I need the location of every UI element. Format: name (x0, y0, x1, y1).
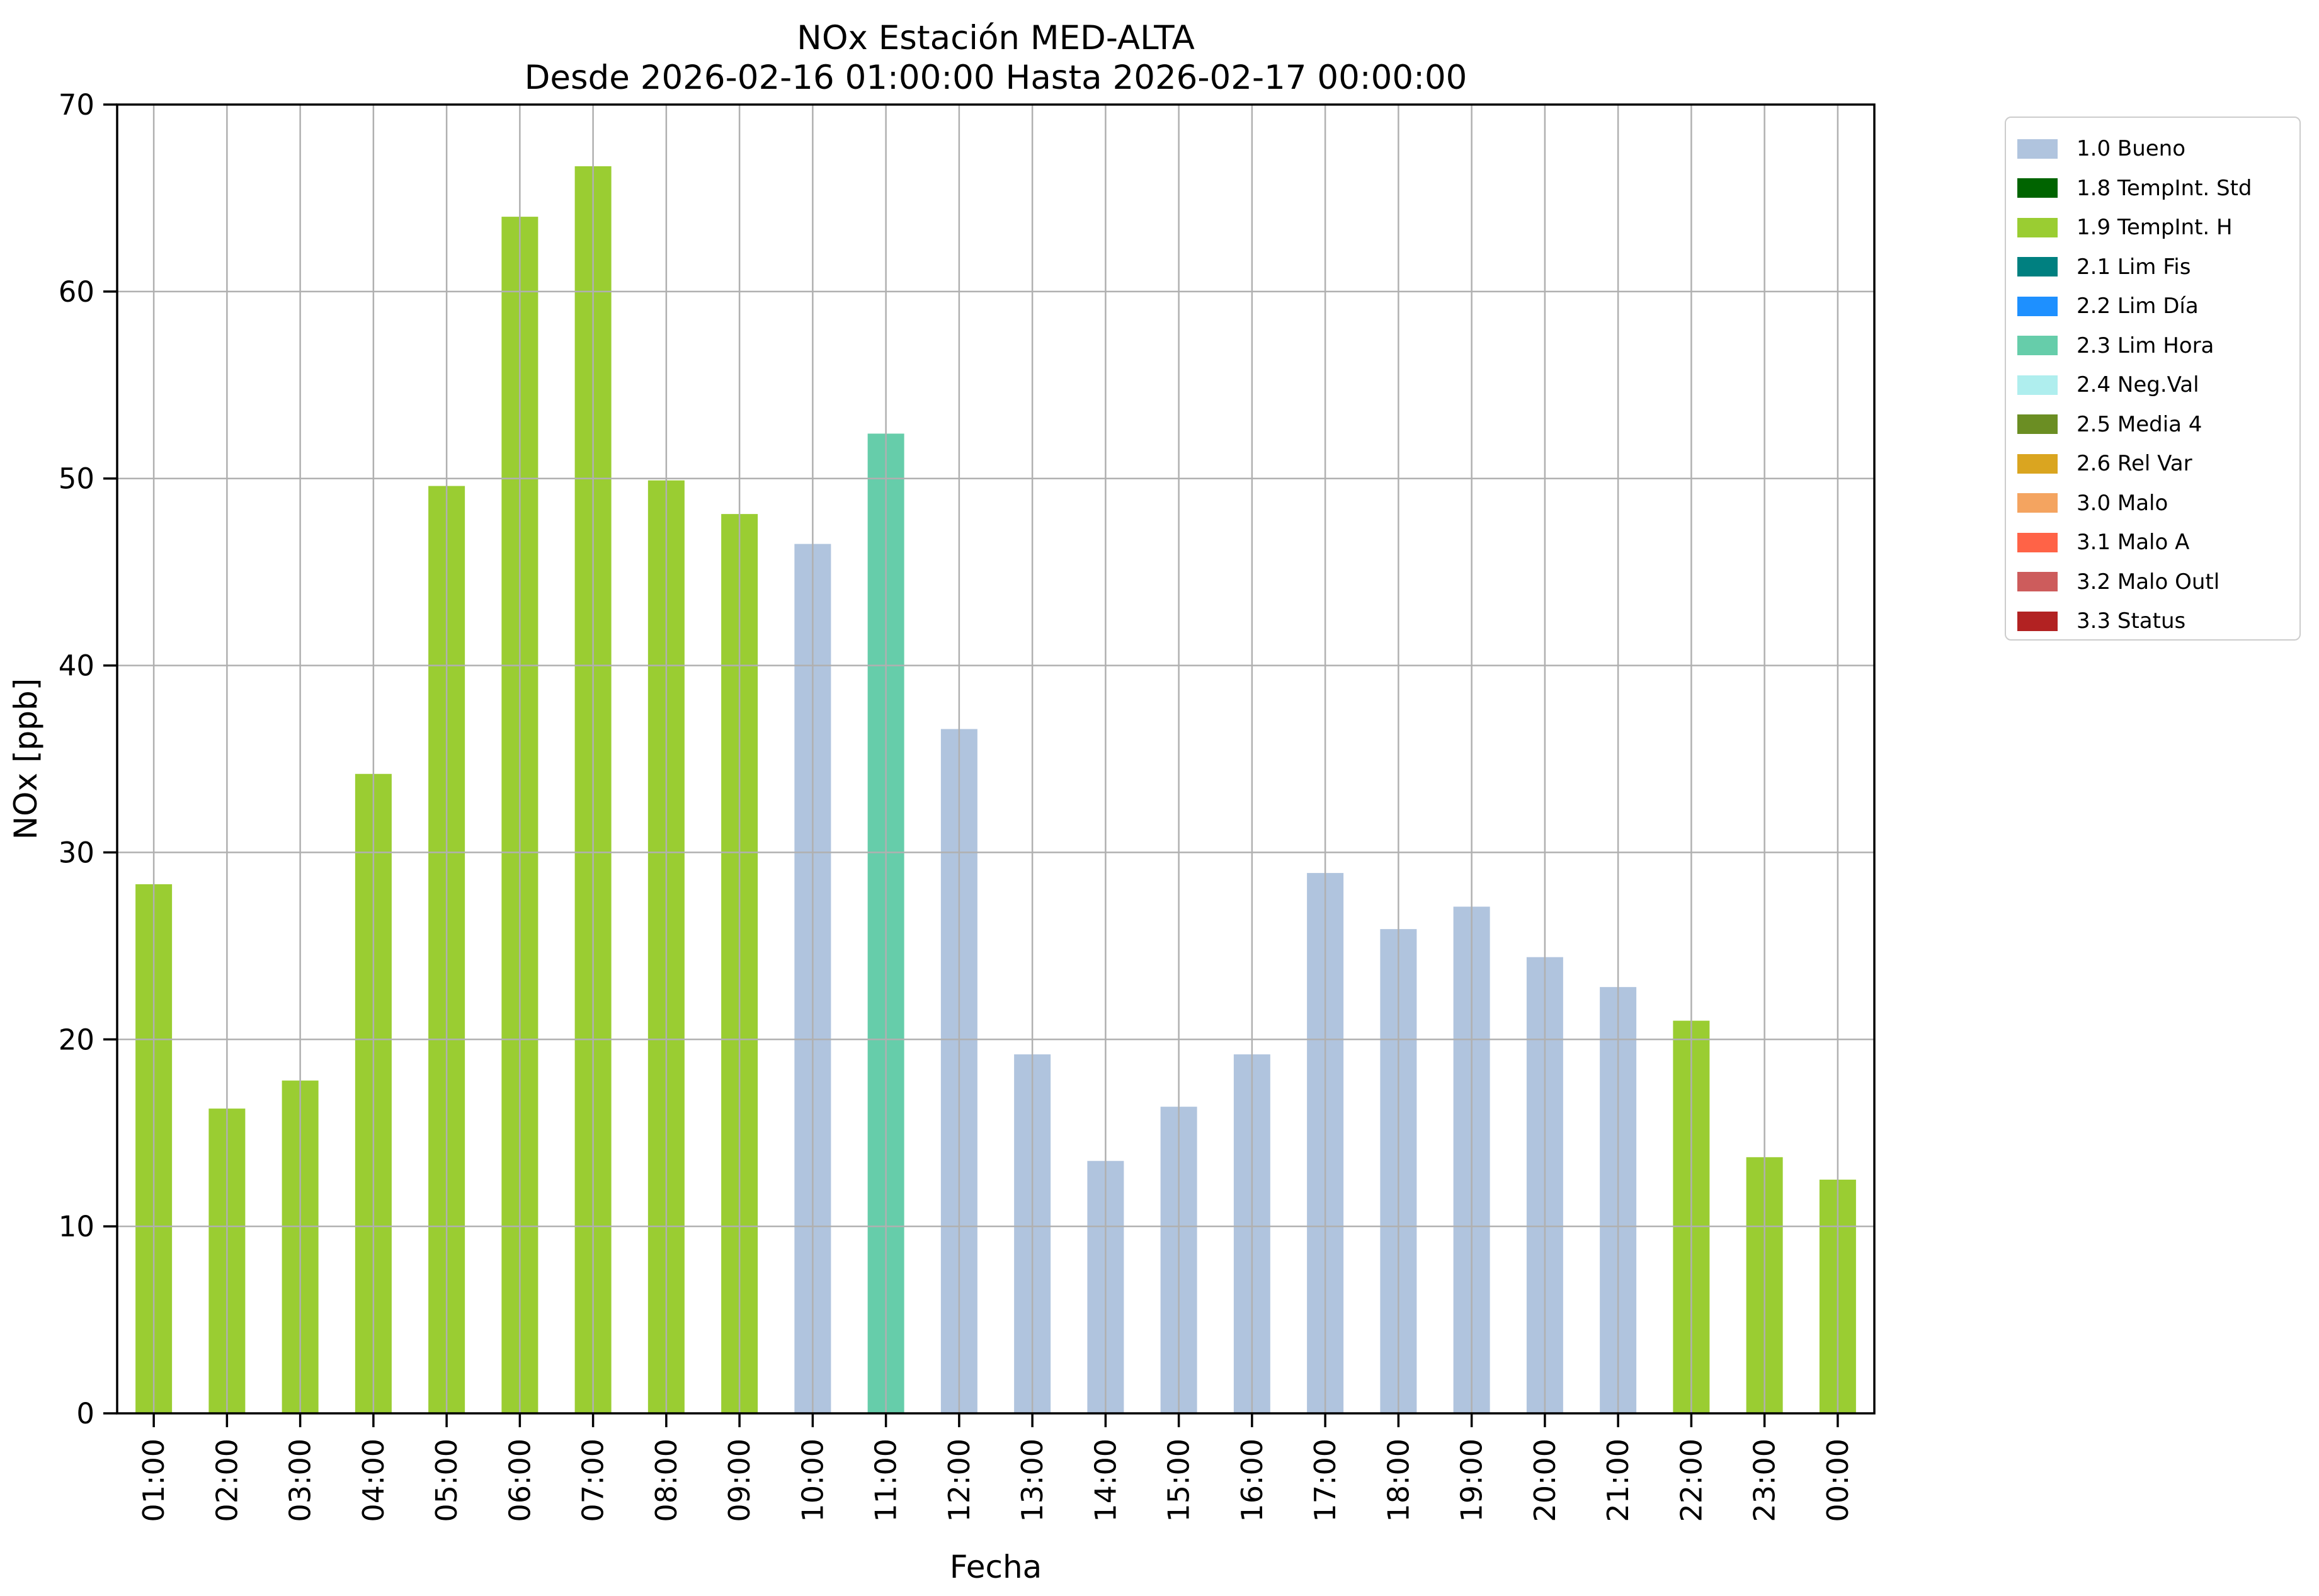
x-tick-label: 06:00 (503, 1439, 537, 1522)
x-tick-label: 08:00 (649, 1439, 683, 1522)
legend-label: 2.3 Lim Hora (2077, 333, 2214, 358)
x-tick-label: 17:00 (1308, 1439, 1342, 1522)
legend-item: 3.2 Malo Outl (2006, 562, 2299, 602)
legend-swatch (2017, 336, 2058, 356)
legend-item: 2.6 Rel Var (2006, 444, 2299, 484)
legend-swatch (2017, 532, 2058, 552)
legend-swatch (2017, 611, 2058, 631)
x-tick-label: 18:00 (1381, 1439, 1415, 1522)
legend-swatch (2017, 572, 2058, 592)
y-tick-label: 20 (59, 1023, 94, 1056)
legend-swatch (2017, 296, 2058, 316)
legend-swatch (2017, 139, 2058, 159)
legend-swatch (2017, 257, 2058, 277)
legend-swatch (2017, 375, 2058, 395)
y-tick-label: 60 (59, 275, 94, 309)
axes-layer: 0 10 20 30 40 50 60 70 01:00 02:00 03:00 04:00 05:00… (59, 88, 1876, 1522)
x-axis-label: Fecha (950, 1549, 1042, 1585)
x-tick-label: 05:00 (430, 1439, 464, 1522)
legend-item: 3.1 Malo A (2006, 523, 2299, 562)
legend-item: 3.0 Malo (2006, 484, 2299, 523)
legend-label: 1.9 TempInt. H (2077, 215, 2233, 241)
legend-label: 2.4 Neg.Val (2077, 372, 2199, 398)
x-tick-label: 02:00 (210, 1439, 244, 1522)
legend-item: 2.4 Neg.Val (2006, 365, 2299, 405)
x-tick-label: 22:00 (1674, 1439, 1708, 1522)
legend-label: 1.0 Bueno (2077, 136, 2186, 162)
x-tick-label: 00:00 (1821, 1439, 1855, 1522)
legend-label: 2.1 Lim Fis (2077, 254, 2191, 280)
x-tick-label: 09:00 (722, 1439, 756, 1522)
legend-label: 3.3 Status (2077, 608, 2186, 634)
x-tick-label: 04:00 (356, 1439, 390, 1522)
legend-label: 2.6 Rel Var (2077, 451, 2192, 477)
legend-swatch (2017, 414, 2058, 435)
legend-item: 2.1 Lim Fis (2006, 248, 2299, 287)
x-tick-label: 07:00 (576, 1439, 610, 1522)
chart-title: NOx Estación MED-ALTA (797, 19, 1195, 57)
x-tick-label: 19:00 (1455, 1439, 1489, 1522)
legend-swatch (2017, 178, 2058, 198)
legend-item: 2.5 Media 4 (2006, 405, 2299, 445)
x-tick-label: 20:00 (1528, 1439, 1562, 1522)
legend-label: 3.2 Malo Outl (2077, 569, 2220, 595)
x-tick-label: 10:00 (795, 1439, 829, 1522)
legend-item: 2.2 Lim Día (2006, 287, 2299, 326)
x-tick-label: 16:00 (1235, 1439, 1269, 1522)
x-tick-label: 21:00 (1601, 1439, 1635, 1522)
legend-label: 1.8 TempInt. Std (2077, 175, 2252, 201)
y-tick-label: 30 (59, 836, 94, 869)
legend-label: 3.1 Malo A (2077, 530, 2190, 556)
legend-swatch (2017, 217, 2058, 237)
y-tick-label: 70 (59, 88, 94, 122)
legend-item: 1.8 TempInt. Std (2006, 169, 2299, 208)
legend-label: 2.5 Media 4 (2077, 411, 2202, 437)
chart-subtitle: Desde 2026-02-16 01:00:00 Hasta 2026-02-… (525, 59, 1467, 97)
y-axis-label: NOx [ppb] (8, 678, 44, 840)
y-tick-label: 10 (59, 1210, 94, 1243)
legend-item: 1.0 Bueno (2006, 129, 2299, 169)
x-tick-label: 15:00 (1162, 1439, 1196, 1522)
legend-swatch (2017, 453, 2058, 474)
legend-swatch (2017, 493, 2058, 513)
y-tick-label: 40 (59, 649, 94, 683)
x-tick-label: 12:00 (942, 1439, 976, 1522)
x-tick-label: 23:00 (1748, 1439, 1782, 1522)
plot-border (116, 103, 1876, 1415)
x-tick-label: 01:00 (137, 1439, 171, 1522)
legend-item: 1.9 TempInt. H (2006, 208, 2299, 248)
legend-item: 2.3 Lim Hora (2006, 326, 2299, 366)
y-tick-label: 50 (59, 462, 94, 496)
grid-layer (117, 103, 1874, 1413)
x-tick-label: 11:00 (869, 1439, 903, 1522)
x-tick-label: 03:00 (283, 1439, 317, 1522)
x-tick-label: 13:00 (1015, 1439, 1049, 1522)
legend: 1.0 Bueno 1.8 TempInt. Std 1.9 TempInt. H 2… (2005, 117, 2301, 641)
legend-label: 2.2 Lim Día (2077, 294, 2199, 319)
legend-item: 3.3 Status (2006, 601, 2299, 641)
x-tick-label: 14:00 (1088, 1439, 1122, 1522)
legend-label: 3.0 Malo (2077, 490, 2168, 516)
y-tick-label: 0 (76, 1397, 94, 1430)
